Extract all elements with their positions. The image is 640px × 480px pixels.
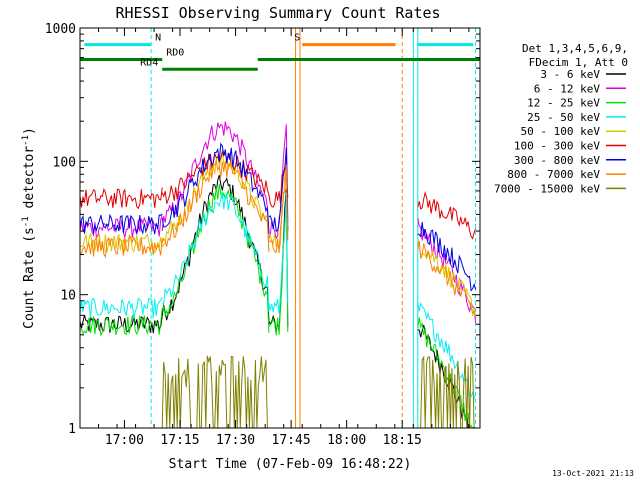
series-line-3-1 <box>162 191 270 312</box>
legend-label-7: 800 - 7000 keV <box>507 168 600 181</box>
series-lines <box>80 121 477 428</box>
series-line-8-3 <box>417 355 476 428</box>
series-line-5-0 <box>80 187 163 210</box>
series-line-6-3 <box>417 221 477 292</box>
legend-label-6: 300 - 800 keV <box>514 154 600 167</box>
series-line-1-0 <box>80 215 163 240</box>
legend-label-2: 12 - 25 keV <box>527 97 600 110</box>
footer-timestamp: 13-Oct-2021 21:13 <box>552 469 634 478</box>
series-line-7-1 <box>161 158 270 251</box>
flag-label-3: RD4 <box>140 57 158 68</box>
series-line-2-0 <box>80 307 163 337</box>
flag-label-1: S <box>294 33 300 44</box>
x-tick-label-0: 17:00 <box>105 433 144 448</box>
x-tick-label-3: 17:45 <box>272 433 311 448</box>
series-line-1-1 <box>161 121 270 233</box>
plot-frame <box>79 27 481 429</box>
series-line-5-3 <box>417 191 477 240</box>
plot-area: N S RD0 RD4 <box>79 28 480 428</box>
x-axis-label: Start Time (07-Feb-09 16:48:22) <box>169 457 412 472</box>
series-line-8-1 <box>161 355 269 428</box>
legend-label-8: 7000 - 15000 keV <box>494 182 600 195</box>
legend-header-0: Det 1,3,4,5,6,9, <box>522 42 628 55</box>
legend-header-1: FDecim 1, Att 0 <box>529 56 628 69</box>
x-tick-label-2: 17:30 <box>216 433 255 448</box>
legend: Det 1,3,4,5,6,9,FDecim 1, Att 03 - 6 keV… <box>494 42 628 195</box>
chart-title: RHESSI Observing Summary Count Rates <box>115 4 440 22</box>
y-axis-label: Count Rate (s-1 detector-1) <box>21 127 37 329</box>
series-line-6-0 <box>80 213 163 235</box>
series-line-6-2 <box>268 147 289 232</box>
flag-label-2: RD0 <box>166 48 184 59</box>
series-line-6-1 <box>161 142 270 235</box>
x-tick-label-4: 18:00 <box>327 433 366 448</box>
series-line-1-3 <box>417 218 477 324</box>
y-tick-label-3: 1000 <box>45 22 76 37</box>
flag-label-0: N <box>155 33 161 44</box>
series-line-4-1 <box>161 152 270 253</box>
legend-label-3: 25 - 50 keV <box>527 111 600 124</box>
series-line-7-3 <box>417 240 477 317</box>
legend-label-0: 3 - 6 keV <box>540 68 600 81</box>
legend-label-1: 6 - 12 keV <box>534 82 601 95</box>
y-tick-label-1: 10 <box>60 289 76 304</box>
series-line-3-2 <box>268 192 289 314</box>
series-line-5-1 <box>161 150 270 204</box>
series-line-7-0 <box>80 235 163 259</box>
y-tick-label-0: 1 <box>68 422 76 437</box>
series-line-4-0 <box>80 232 163 254</box>
series-line-3-0 <box>80 296 163 319</box>
y-tick-label-2: 100 <box>53 155 76 170</box>
x-tick-label-5: 18:15 <box>383 433 422 448</box>
legend-label-5: 100 - 300 keV <box>514 140 600 153</box>
axes: 17:00 17:15 17:30 17:45 18:00 18:15 1 10 100 1000… <box>21 22 481 448</box>
x-tick-label-1: 17:15 <box>160 433 199 448</box>
legend-label-4: 50 - 100 keV <box>521 125 601 138</box>
series-line-7-2 <box>268 164 289 254</box>
